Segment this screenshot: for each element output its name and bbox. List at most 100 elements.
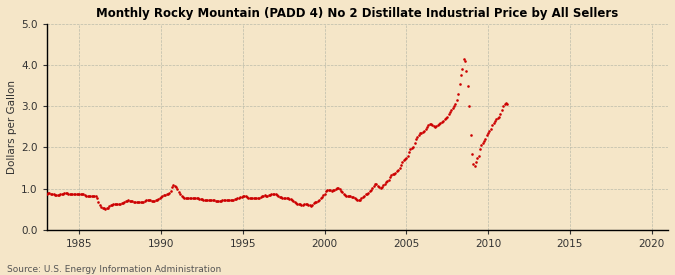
- Point: [466, 152, 477, 156]
- Point: [393, 168, 404, 173]
- Point: [243, 196, 254, 200]
- Point: [149, 199, 160, 203]
- Point: [381, 180, 392, 185]
- Point: [190, 196, 200, 200]
- Point: [256, 194, 267, 199]
- Point: [128, 200, 139, 204]
- Point: [454, 81, 465, 86]
- Point: [213, 198, 223, 203]
- Point: [255, 195, 266, 199]
- Point: [165, 188, 176, 193]
- Point: [484, 129, 495, 133]
- Point: [142, 197, 153, 202]
- Point: [364, 189, 375, 194]
- Point: [386, 173, 397, 177]
- Point: [355, 197, 366, 202]
- Point: [441, 116, 452, 120]
- Point: [363, 191, 374, 195]
- Point: [334, 187, 345, 192]
- Point: [101, 206, 112, 211]
- Point: [266, 192, 277, 197]
- Point: [461, 69, 472, 73]
- Point: [169, 183, 180, 188]
- Point: [209, 198, 219, 202]
- Point: [469, 164, 480, 168]
- Point: [69, 192, 80, 196]
- Point: [144, 197, 155, 202]
- Point: [476, 143, 487, 148]
- Point: [434, 121, 445, 126]
- Point: [207, 197, 218, 202]
- Point: [156, 195, 167, 199]
- Point: [457, 67, 468, 72]
- Point: [163, 192, 173, 196]
- Point: [75, 192, 86, 196]
- Point: [132, 200, 143, 204]
- Point: [231, 197, 242, 202]
- Point: [140, 198, 151, 202]
- Point: [74, 191, 85, 196]
- Point: [479, 139, 489, 144]
- Y-axis label: Dollars per Gallon: Dollars per Gallon: [7, 80, 17, 174]
- Point: [330, 187, 341, 191]
- Point: [228, 197, 239, 202]
- Point: [90, 194, 101, 199]
- Point: [499, 102, 510, 106]
- Point: [107, 202, 117, 207]
- Point: [123, 198, 134, 202]
- Point: [408, 145, 418, 150]
- Point: [460, 59, 470, 63]
- Point: [410, 137, 421, 141]
- Point: [267, 191, 278, 196]
- Point: [273, 194, 284, 198]
- Point: [374, 185, 385, 189]
- Point: [427, 123, 437, 127]
- Point: [442, 114, 453, 119]
- Point: [254, 196, 265, 200]
- Point: [52, 193, 63, 197]
- Point: [168, 183, 179, 188]
- Point: [144, 198, 155, 202]
- Point: [353, 198, 364, 202]
- Point: [331, 186, 342, 190]
- Point: [421, 125, 432, 129]
- Point: [206, 197, 217, 202]
- Point: [431, 124, 441, 128]
- Point: [172, 186, 183, 191]
- Point: [238, 194, 248, 198]
- Point: [202, 197, 213, 202]
- Point: [401, 156, 412, 160]
- Point: [183, 196, 194, 201]
- Point: [292, 202, 302, 206]
- Point: [296, 202, 307, 207]
- Point: [340, 193, 350, 197]
- Point: [176, 194, 187, 198]
- Point: [383, 177, 394, 182]
- Point: [205, 197, 215, 202]
- Point: [453, 92, 464, 96]
- Point: [159, 192, 169, 197]
- Point: [439, 117, 450, 122]
- Point: [405, 147, 416, 152]
- Point: [43, 191, 53, 195]
- Point: [394, 166, 405, 170]
- Point: [496, 108, 507, 112]
- Point: [195, 197, 206, 202]
- Point: [318, 193, 329, 197]
- Point: [345, 194, 356, 198]
- Point: [502, 102, 513, 106]
- Point: [199, 197, 210, 202]
- Point: [173, 190, 184, 194]
- Point: [236, 195, 247, 199]
- Point: [352, 198, 362, 202]
- Point: [359, 193, 370, 198]
- Point: [217, 198, 228, 202]
- Point: [242, 195, 252, 199]
- Point: [387, 172, 398, 176]
- Text: Source: U.S. Energy Information Administration: Source: U.S. Energy Information Administ…: [7, 265, 221, 274]
- Point: [182, 196, 192, 201]
- Point: [477, 141, 488, 145]
- Point: [153, 197, 164, 201]
- Point: [491, 116, 502, 121]
- Point: [449, 104, 460, 108]
